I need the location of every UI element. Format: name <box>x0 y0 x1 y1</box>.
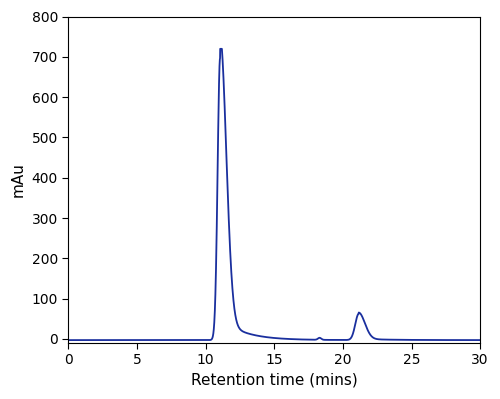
Y-axis label: mAu: mAu <box>11 162 26 197</box>
X-axis label: Retention time (mins): Retention time (mins) <box>191 373 358 388</box>
